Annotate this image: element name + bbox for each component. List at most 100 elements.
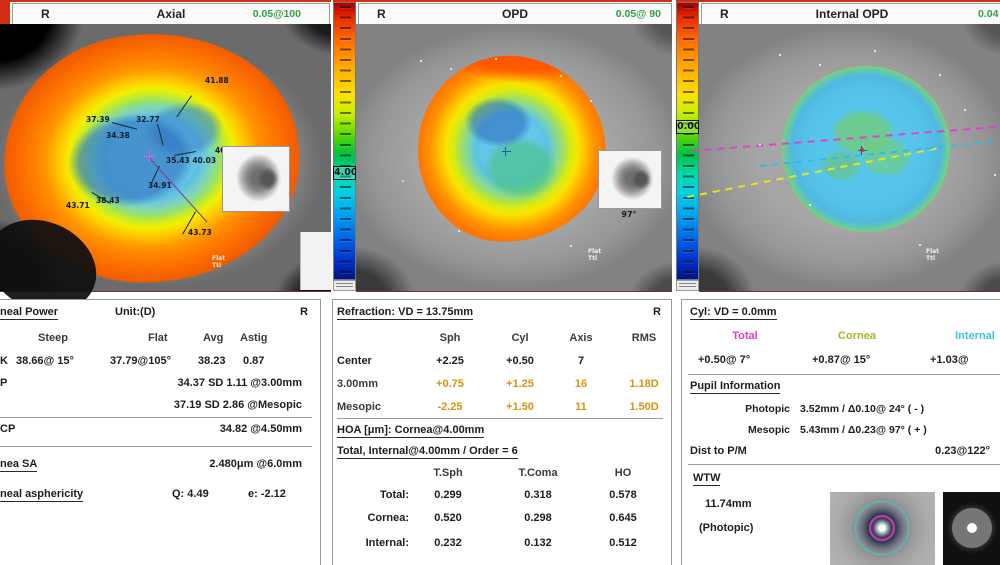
refraction-sph: -2.25 [437,401,463,413]
col-header-flat: Flat [148,332,168,344]
wtw-mesopic-eye-image [943,492,1000,565]
cyl-internal-name: Internal [955,330,995,342]
axial-retro-inset [222,146,290,212]
hoa-tsph: 0.520 [434,512,462,524]
internal-title: Internal OPD [815,7,889,21]
panel-internal-top-border [676,0,1000,2]
wtw-center-dot [880,526,885,531]
axial-annotation: 43.73 [188,228,212,237]
axial-annotation: 34.38 [106,131,130,140]
col-header-ho: HO [614,467,632,479]
refraction-axis: 16 [574,378,588,390]
col-header-rms: RMS [631,332,657,344]
axial-annotation: 41.88 [205,76,229,85]
simk-avg: 38.23 [198,355,226,367]
axial-sim-value: 0.05@100 [252,8,301,20]
divider [688,464,1000,465]
col-header-avg: Avg [203,332,224,344]
hoa-title: HOA [μm]: Cornea@4.00mm [337,424,485,438]
axial-corner-box [300,232,332,290]
hoa-tcoma: 0.132 [524,537,552,549]
refraction-title: Refraction: VD = 13.75mm [337,306,474,320]
col-header-astig: Astig [240,332,268,344]
refraction-axis: 11 [575,401,587,413]
col-header-tcoma: T.Coma [518,467,558,479]
cyl-cornea-value: +0.87@ 15° [812,354,871,366]
col-header-cyl: Cyl [511,332,529,344]
opd-sim-value: 0.05@ 90 [615,8,661,20]
acp-label: P [0,377,8,389]
acp-value: 34.37 SD 1.11 @3.00mm [177,377,302,389]
scale-ticks [340,6,351,276]
dist-to-pm-value: 0.23@122° [935,445,990,457]
refraction-row-label: 3.00mm [337,378,378,390]
hoa-ho: 0.512 [609,537,637,549]
internal-opd-map[interactable]: Flat Ttl [687,24,1000,292]
wtw-limbus-ring [855,501,909,555]
opd-map[interactable]: 97° Flat Ttl [356,24,672,292]
refraction-rms: 1.50D [629,401,659,413]
hoa-row-label: Internal: [365,537,409,549]
axial-title: Axial [156,7,186,21]
opd-center-cross-h [502,151,511,152]
cyl-total-value: +0.50@ 7° [698,354,751,366]
corneal-power-title: neal Power [0,306,59,320]
col-header-sph: Sph [439,332,461,344]
reflection-specks [420,60,422,62]
wtw-note: (Photopic) [699,522,754,534]
corneal-power-unit: Unit:(D) [115,306,156,318]
axial-color-scale-cut [0,0,10,26]
divider [337,418,663,419]
opd-header: R OPD 0.05@ 90 [358,3,672,25]
panel-opd-top-border [333,0,672,2]
cp-label: CP [0,423,16,435]
hoa-row-label: Total: [379,489,409,501]
dist-to-pm-label: Dist to P/M [690,445,747,457]
cornea-sa-label: nea SA [0,458,38,472]
cp-value: 34.82 @4.50mm [219,423,302,435]
divider [0,417,312,418]
refraction-cyl: +0.50 [506,355,534,367]
opd-topography-blob [413,51,611,247]
col-header-steep: Steep [38,332,68,344]
map-overlay-text: Flat Ttl [212,255,226,269]
internal-header: R Internal OPD 0.04 [701,3,1000,25]
internal-eye-label: R [720,7,729,21]
hoa-tsph: 0.232 [434,537,462,549]
panel-axial-top-border [0,0,331,2]
cyl-cornea-name: Cornea [838,330,876,342]
hoa-tcoma: 0.298 [524,512,552,524]
asphericity-label: neal asphericity [0,488,84,502]
hoa-ho: 0.578 [609,489,637,501]
pupil-row-value: 3.52mm / Δ0.10@ 24° ( - ) [800,403,925,415]
internal-center-dot [860,148,864,152]
opd-retro-inset [598,150,662,209]
refraction-axis: 7 [577,355,585,367]
axial-map[interactable]: 41.88 37.39 32.77 34.38 40.38 35.43 40.0… [0,19,332,329]
axial-annotation: 37.39 [86,115,110,124]
opd-eye-label: R [377,7,386,21]
corneal-power-table-box [0,299,321,565]
simk-astig: 0.87 [243,355,265,367]
internal-scale-label-box [676,280,699,291]
opd-color-scale [333,2,356,280]
cyl-total-name: Total [732,330,758,342]
pupil-row-label: Photopic [745,403,790,415]
center-cross-v [149,150,150,162]
simk-label: K [0,355,8,367]
internal-sim-value: 0.04 [978,8,999,20]
refraction-row-label: Center [337,355,372,367]
refraction-eye: R [653,306,661,318]
refraction-rms: 1.18D [629,378,659,390]
corneal-power-eye: R [300,306,308,318]
axial-annotation: 43.71 [66,201,90,210]
refraction-cyl: +1.25 [506,378,534,390]
hoa-ho: 0.645 [609,512,637,524]
axial-eye-label: R [41,7,50,21]
simk-flat: 37.79@105° [110,355,172,367]
refraction-cyl: +1.50 [506,401,534,413]
axial-annotation: 32.77 [136,115,160,124]
internal-color-scale [676,2,699,280]
opd-scale-label-box [333,280,356,291]
wtw-title: WTW [693,472,721,486]
